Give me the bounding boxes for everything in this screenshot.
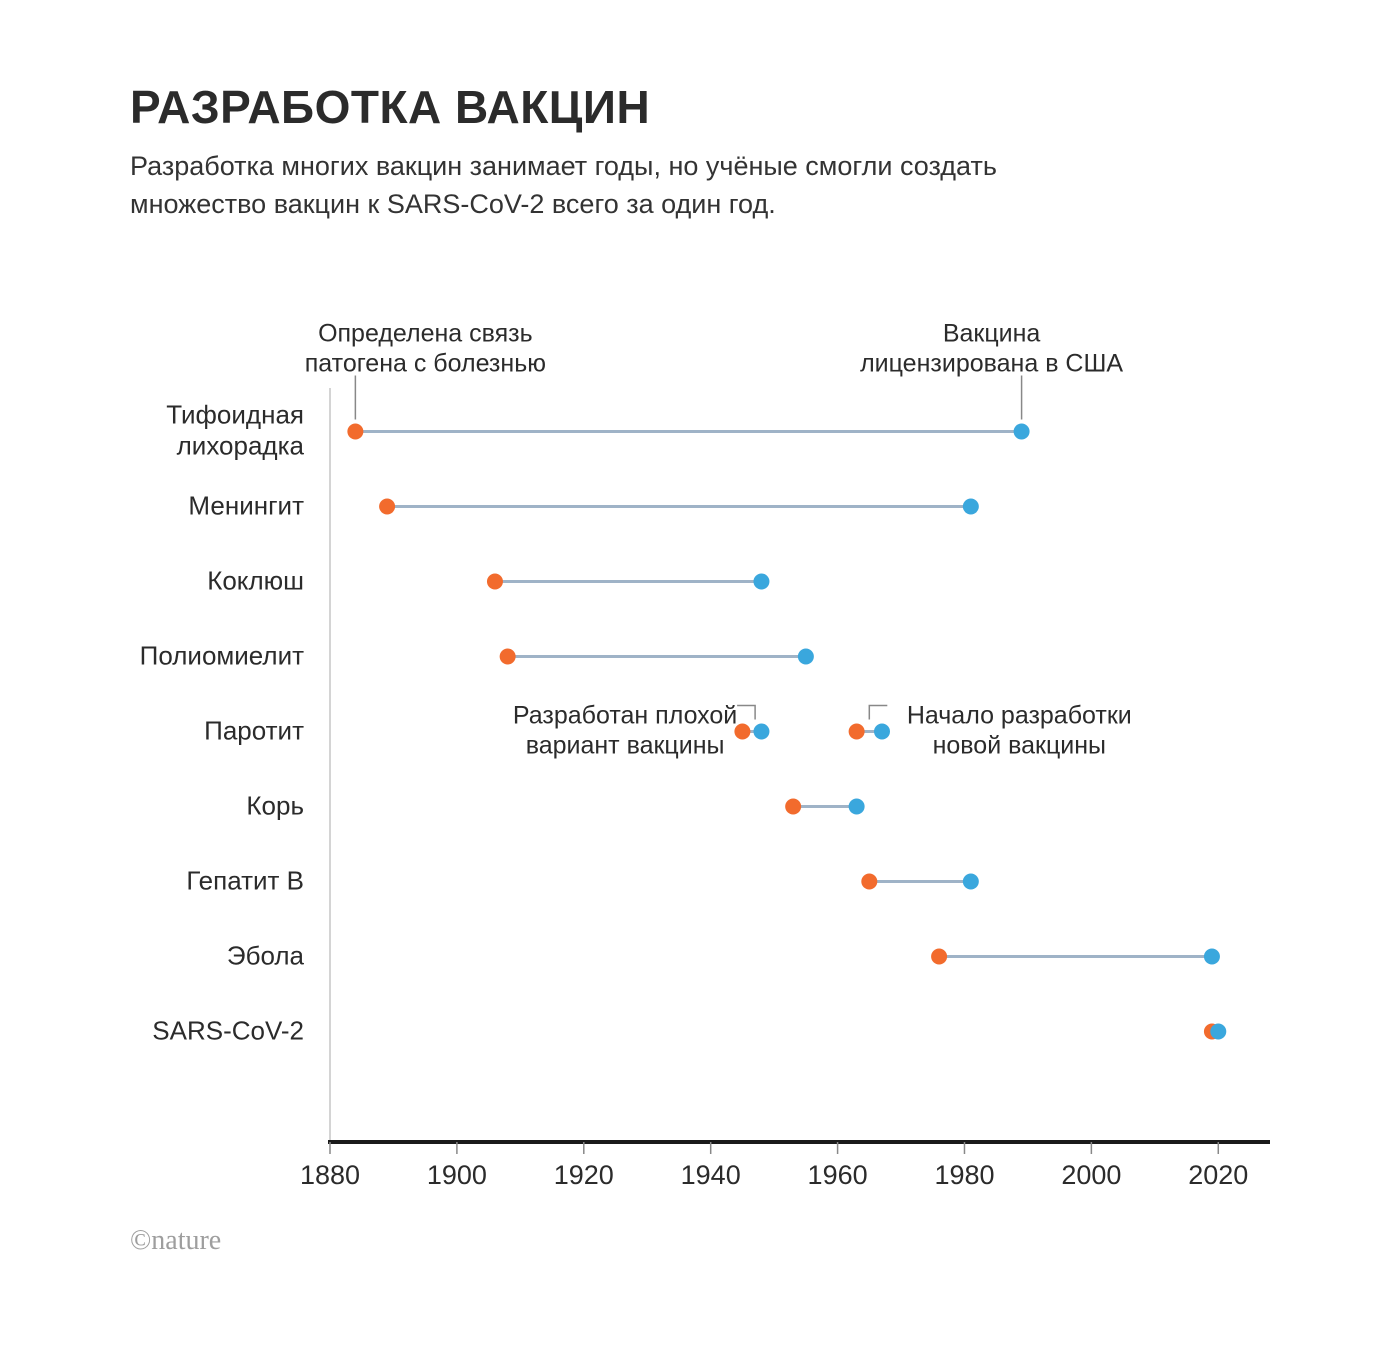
y-category-label: Гепатит B (186, 865, 304, 895)
source-credit: ©nature (130, 1225, 221, 1256)
end-marker (1210, 1023, 1226, 1039)
x-tick-label: 2000 (1061, 1160, 1121, 1190)
y-category-label: Полиомиелит (140, 640, 304, 670)
end-marker (798, 648, 814, 664)
x-tick-label: 1880 (300, 1160, 360, 1190)
end-marker (753, 723, 769, 739)
start-marker (500, 648, 516, 664)
end-marker (874, 723, 890, 739)
start-marker (347, 423, 363, 439)
y-category-label: Паротит (204, 715, 304, 745)
y-category-label: SARS-CoV-2 (152, 1015, 304, 1045)
chart: 1880 1900 1920 1940 1960 1980 2000 2020 Тифоидна… (110, 274, 1260, 1274)
annotation-right-top: Вакциналицензирована в США (860, 319, 1123, 377)
end-marker (753, 573, 769, 589)
y-category-label: Коклюш (207, 565, 304, 595)
start-marker (931, 948, 947, 964)
x-tick-label: 1900 (427, 1160, 487, 1190)
start-marker (849, 723, 865, 739)
y-category-label: Тифоиднаялихорадка (166, 399, 304, 460)
end-marker (849, 798, 865, 814)
end-marker (1204, 948, 1220, 964)
chart-title: РАЗРАБОТКА ВАКЦИН (130, 80, 1290, 134)
annotation-leader (737, 705, 755, 719)
annotation-right-mid: Начало разработкиновой вакцины (907, 701, 1132, 759)
end-marker (963, 498, 979, 514)
start-marker (785, 798, 801, 814)
x-tick-label: 2020 (1188, 1160, 1248, 1190)
x-tick-label: 1980 (934, 1160, 994, 1190)
end-marker (963, 873, 979, 889)
x-tick-label: 1940 (681, 1160, 741, 1190)
chart-subtitle: Разработка многих вакцин занимает годы, … (130, 148, 1050, 224)
chart-svg: 1880 1900 1920 1940 1960 1980 2000 2020 Тифоидна… (110, 274, 1290, 1274)
start-marker (379, 498, 395, 514)
y-category-label: Корь (246, 790, 304, 820)
x-tick-label: 1920 (554, 1160, 614, 1190)
start-marker (861, 873, 877, 889)
chart-container: РАЗРАБОТКА ВАКЦИН Разработка многих вакц… (0, 0, 1400, 1368)
annotation-left-top: Определена связьпатогена с болезнью (305, 319, 546, 377)
start-marker (487, 573, 503, 589)
y-category-label: Эбола (227, 940, 305, 970)
end-marker (1014, 423, 1030, 439)
annotation-left-mid: Разработан плохойвариант вакцины (513, 701, 737, 759)
y-category-label: Менингит (188, 490, 304, 520)
x-tick-label: 1960 (808, 1160, 868, 1190)
annotation-leader (869, 705, 887, 719)
